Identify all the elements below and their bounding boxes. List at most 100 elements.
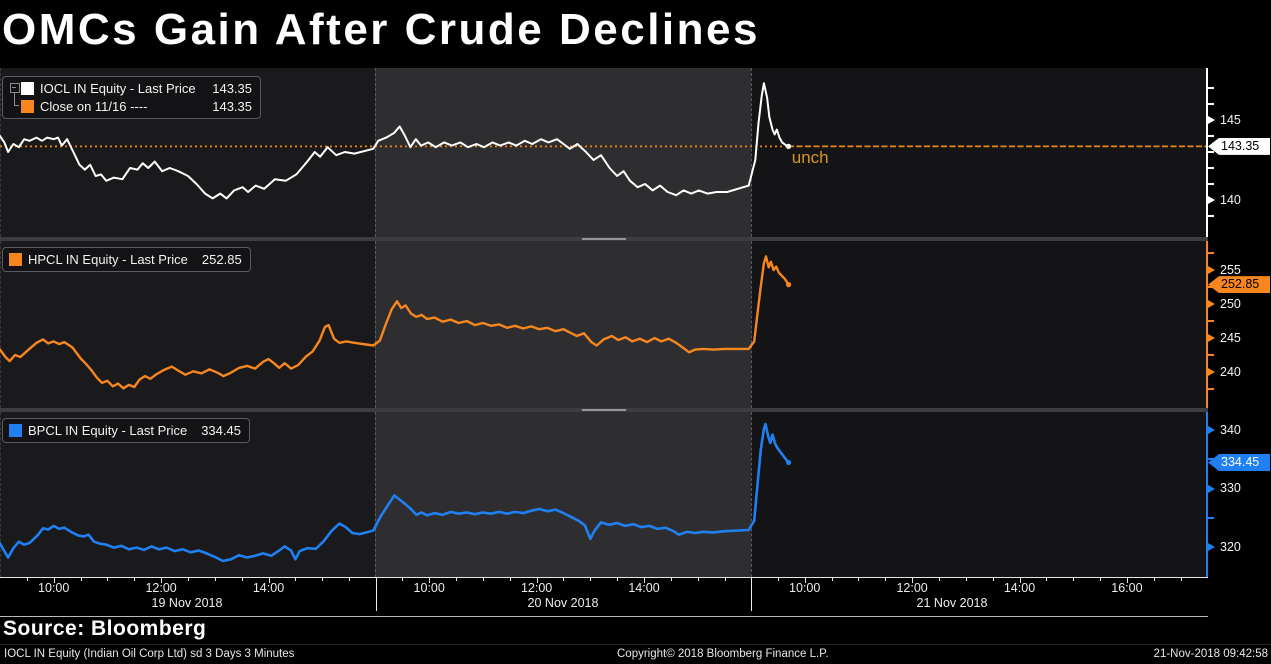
legend-row[interactable]: IOCL IN Equity - Last Price 143.35 xyxy=(21,81,252,96)
x-minor-tick xyxy=(670,578,672,581)
y-minor-tick xyxy=(1208,354,1214,356)
y-tick-label: 240 xyxy=(1220,364,1241,379)
x-minor-tick xyxy=(590,578,592,581)
x-minor-tick xyxy=(134,578,136,581)
x-minor-tick xyxy=(697,578,699,581)
legend-color-swatch-icon xyxy=(9,424,22,437)
x-time-label: 12:00 xyxy=(896,581,928,595)
x-minor-tick xyxy=(777,578,779,581)
drag-handle-icon[interactable] xyxy=(582,238,626,240)
x-minor-tick xyxy=(214,578,216,581)
x-minor-tick xyxy=(241,578,243,581)
chart-bottom-frame xyxy=(0,616,1208,617)
legend-value: 143.35 xyxy=(212,99,252,114)
session-shade-day3 xyxy=(751,412,1208,577)
legend-label: IOCL IN Equity - Last Price xyxy=(40,81,196,96)
day-separator xyxy=(0,412,1,577)
y-minor-tick xyxy=(1208,103,1214,105)
x-minor-tick xyxy=(107,578,109,581)
x-time-label: 10:00 xyxy=(413,581,445,595)
x-date-label: 21 Nov 2018 xyxy=(916,596,988,610)
x-minor-tick xyxy=(885,578,887,581)
x-major-tick xyxy=(804,578,806,583)
x-major-tick xyxy=(1126,578,1128,583)
x-major-tick xyxy=(429,578,431,583)
x-minor-tick xyxy=(349,578,351,581)
y-minor-tick xyxy=(1208,87,1214,89)
y-minor-tick xyxy=(1208,151,1214,153)
day-separator xyxy=(375,68,376,237)
legend-bpcl[interactable]: BPCL IN Equity - Last Price 334.45 xyxy=(2,418,250,443)
legend-value: 252.85 xyxy=(201,252,242,267)
x-minor-tick xyxy=(295,578,297,581)
legend-row[interactable]: HPCL IN Equity - Last Price 252.85 xyxy=(9,252,242,267)
y-axis-line xyxy=(1206,68,1208,237)
y-tick-arrow-icon xyxy=(1208,300,1215,308)
x-minor-tick xyxy=(563,578,565,581)
legend-label: BPCL IN Equity - Last Price xyxy=(28,423,188,438)
x-major-tick xyxy=(1019,578,1021,583)
y-axis-line xyxy=(1206,412,1208,577)
x-minor-tick xyxy=(1073,578,1075,581)
last-price-tag-bpcl: 334.45 xyxy=(1208,453,1270,471)
y-tick-label: 245 xyxy=(1220,330,1241,345)
x-major-tick xyxy=(161,578,163,583)
x-minor-tick xyxy=(1046,578,1048,581)
x-time-label: 14:00 xyxy=(1003,581,1036,595)
x-minor-tick xyxy=(187,578,189,581)
y-tick-label: 255 xyxy=(1220,262,1241,277)
y-minor-tick xyxy=(1208,458,1214,461)
x-major-tick xyxy=(644,578,645,583)
legend-row[interactable]: Close on 11/16 ---- 143.35 xyxy=(21,99,252,114)
x-minor-tick xyxy=(831,578,833,581)
x-time-label: 12:00 xyxy=(145,581,177,595)
day-separator xyxy=(375,412,376,577)
day-separator xyxy=(751,241,752,408)
panel-divider[interactable] xyxy=(0,408,1208,412)
x-minor-tick xyxy=(724,578,726,581)
y-minor-tick xyxy=(1208,388,1214,390)
day-separator xyxy=(0,241,1,408)
y-tick-arrow-icon xyxy=(1208,484,1215,493)
y-tick-label: 320 xyxy=(1220,539,1241,554)
legend-color-swatch-icon xyxy=(21,82,34,95)
day-separator xyxy=(0,68,1,237)
legend-row[interactable]: BPCL IN Equity - Last Price 334.45 xyxy=(9,423,241,438)
x-minor-tick xyxy=(80,578,82,581)
last-price-tag-iocl: 143.35 xyxy=(1208,137,1270,155)
legend-value: 143.35 xyxy=(212,81,252,96)
x-time-label: 14:00 xyxy=(252,581,285,595)
x-time-label: 14:00 xyxy=(628,581,660,595)
y-minor-tick xyxy=(1208,167,1214,169)
legend-color-swatch-icon xyxy=(21,100,34,113)
drag-handle-icon[interactable] xyxy=(582,409,626,411)
page-title: OMCs Gain After Crude Declines xyxy=(2,5,760,54)
day-separator xyxy=(751,68,752,237)
y-tick-arrow-icon xyxy=(1208,543,1215,551)
x-axis-line xyxy=(0,577,1208,578)
y-tick-label: 250 xyxy=(1220,296,1241,311)
x-minor-tick xyxy=(482,578,484,581)
y-minor-tick xyxy=(1208,215,1214,217)
y-tick-label: 330 xyxy=(1220,481,1241,495)
legend-color-swatch-icon xyxy=(9,253,22,266)
y-tick-arrow-icon xyxy=(1208,116,1215,124)
legend-iocl[interactable]: IOCL IN Equity - Last Price 143.35 Close o… xyxy=(2,76,261,119)
legend-hpcl[interactable]: HPCL IN Equity - Last Price 252.85 xyxy=(2,247,251,272)
x-minor-tick xyxy=(26,578,28,581)
y-minor-tick xyxy=(1208,183,1214,185)
x-minor-tick xyxy=(938,578,940,581)
x-minor-tick xyxy=(965,578,967,581)
x-minor-tick xyxy=(858,578,860,581)
unchanged-label: unch xyxy=(791,148,829,168)
y-minor-tick xyxy=(1208,320,1214,322)
collapse-box-icon[interactable] xyxy=(10,83,20,93)
y-minor-tick xyxy=(1208,252,1214,254)
x-major-tick xyxy=(53,578,55,583)
legend-tree-expand-icon[interactable] xyxy=(9,81,21,111)
panel-divider[interactable] xyxy=(0,237,1208,241)
session-shade-day2 xyxy=(375,241,751,408)
x-minor-tick xyxy=(322,578,324,581)
x-minor-tick xyxy=(1153,578,1155,581)
